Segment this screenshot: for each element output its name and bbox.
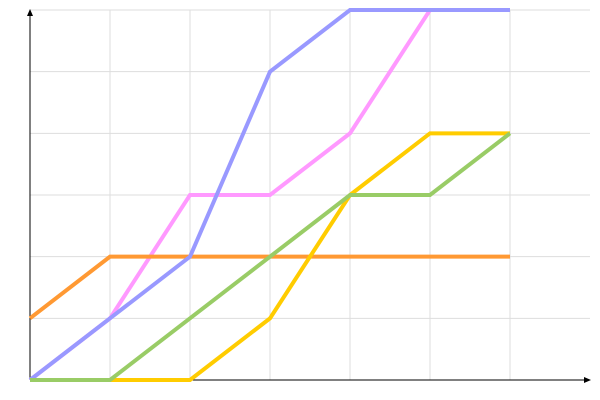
y-axis-arrow <box>27 9 33 16</box>
series-line-5 <box>30 131 512 382</box>
x-axis-arrow <box>584 377 591 383</box>
series-line-3 <box>28 8 510 382</box>
